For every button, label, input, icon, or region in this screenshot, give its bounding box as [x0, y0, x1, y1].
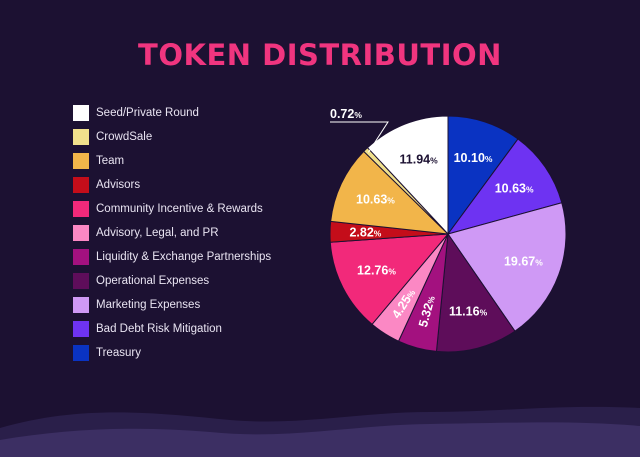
legend-swatch — [73, 345, 89, 361]
slice-label-marketing-expenses: 19.67% — [504, 254, 543, 268]
legend-swatch — [73, 153, 89, 169]
slice-value-suffix: % — [374, 228, 382, 238]
slice-value: 10.63 — [356, 193, 387, 207]
legend-item-advisory-legal-and-pr: Advisory, Legal, and PR — [73, 224, 219, 242]
legend-label: Team — [96, 155, 125, 167]
legend-swatch — [73, 249, 89, 265]
slice-value-suffix: % — [485, 154, 493, 164]
legend-label: Liquidity & Exchange Partnerships — [96, 251, 272, 263]
chart-title: TOKEN DISTRIBUTION — [138, 38, 502, 72]
callout-line — [330, 121, 389, 153]
pie-slice-treasury — [447, 115, 519, 236]
slice-label-treasury: 10.10% — [454, 151, 493, 165]
legend-item-crowdsale: CrowdSale — [73, 128, 152, 146]
slice-label-seed-private-round: 11.94% — [400, 152, 439, 166]
legend-swatch — [73, 201, 89, 217]
legend-label: CrowdSale — [96, 131, 153, 143]
slice-label-team: 10.63% — [356, 193, 395, 207]
legend-label: Community Incentive & Rewards — [96, 203, 263, 215]
slice-value: 0.72 — [330, 107, 354, 121]
legend-swatch — [73, 297, 89, 313]
legend-swatch — [73, 321, 89, 337]
pie-slice-operational-expenses — [435, 232, 516, 353]
legend-item-advisors: Advisors — [73, 176, 140, 194]
legend-label: Treasury — [96, 347, 141, 359]
slice-value-suffix: % — [535, 257, 543, 267]
slice-label-crowdsale: 0.72% — [330, 107, 362, 121]
legend-label: Operational Expenses — [96, 275, 210, 287]
legend-label: Seed/Private Round — [96, 107, 199, 119]
slice-value-suffix: % — [387, 196, 395, 206]
slice-label-advisors: 2.82% — [349, 225, 381, 239]
legend-swatch — [73, 273, 89, 289]
legend-label: Advisory, Legal, and PR — [96, 227, 219, 239]
slice-label-bad-debt-risk-mitigation: 10.63% — [495, 182, 534, 196]
pie-slice-seed-private-round — [366, 115, 449, 236]
legend-item-community-incentive-rewards: Community Incentive & Rewards — [73, 200, 263, 218]
legend-item-marketing-expenses: Marketing Expenses — [73, 296, 200, 314]
legend-swatch — [73, 225, 89, 241]
slice-value: 10.63 — [495, 182, 526, 196]
slice-value-suffix: % — [354, 110, 362, 120]
legend-item-team: Team — [73, 152, 124, 170]
slice-value: 5.32 — [416, 301, 436, 328]
slice-label-community-incentive-rewards: 12.76% — [357, 263, 396, 277]
legend-item-treasury: Treasury — [73, 344, 141, 362]
legend-swatch — [73, 105, 89, 121]
legend-item-operational-expenses: Operational Expenses — [73, 272, 209, 290]
slice-label-operational-expenses: 11.16% — [449, 305, 488, 319]
slice-value: 11.94 — [400, 152, 431, 166]
slice-value-suffix: % — [430, 155, 438, 165]
pie-slice-team — [330, 150, 450, 235]
legend-label: Bad Debt Risk Mitigation — [96, 323, 222, 335]
slice-value-suffix: % — [526, 185, 534, 195]
pie-slice-marketing-expenses — [447, 202, 567, 332]
slice-value: 2.82 — [349, 225, 373, 239]
slice-value: 19.67 — [504, 254, 535, 268]
legend-swatch — [73, 129, 89, 145]
legend-label: Marketing Expenses — [96, 299, 201, 311]
slice-value: 11.16 — [449, 305, 480, 319]
legend-item-bad-debt-risk-mitigation: Bad Debt Risk Mitigation — [73, 320, 222, 338]
legend-item-liquidity-exchange-partnerships: Liquidity & Exchange Partnerships — [73, 248, 271, 266]
legend-item-seed-private-round: Seed/Private Round — [73, 104, 199, 122]
legend-swatch — [73, 177, 89, 193]
slice-value-suffix: % — [480, 308, 488, 318]
legend-label: Advisors — [96, 179, 141, 191]
pie-slice-community-incentive-rewards — [329, 233, 450, 326]
slice-label-liquidity-exchange-partnerships: 5.32% — [416, 294, 438, 329]
slice-value-suffix: % — [388, 266, 396, 276]
slice-value: 12.76 — [357, 263, 388, 277]
slice-value-suffix: % — [425, 295, 437, 305]
slice-value: 10.10 — [454, 151, 485, 165]
